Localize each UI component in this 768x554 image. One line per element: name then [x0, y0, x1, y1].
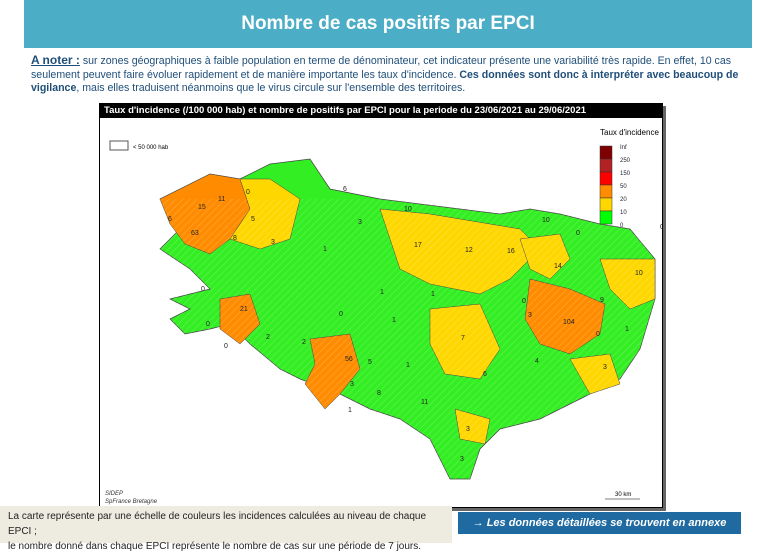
- epci-count-label: 1: [348, 407, 352, 414]
- epci-count-label: 3: [271, 239, 275, 246]
- epci-count-label: 0: [576, 230, 580, 237]
- epci-count-label: 11: [218, 196, 225, 203]
- note-label: A noter :: [31, 53, 80, 67]
- epci-count-label: 1: [431, 291, 435, 298]
- epci-count-label: 10: [542, 217, 550, 224]
- legend: Taux d'incidence Inf 250 150 50 20 10 0: [599, 128, 659, 229]
- epci-count-label: 5: [251, 216, 255, 223]
- caption-line-2: le nombre donné dans chaque EPCI représe…: [8, 541, 422, 552]
- epci-count-label: 0: [224, 343, 228, 350]
- annex-link-button[interactable]: → Les données détaillées se trouvent en …: [458, 512, 741, 534]
- legend-label: 20: [620, 197, 627, 203]
- map-source: SIDEP: [105, 491, 123, 497]
- map-figure: Taux d'incidence (/100 000 hab) et nombr…: [99, 103, 663, 508]
- epci-count-label: 4: [535, 358, 539, 365]
- epci-count-label: 0: [660, 224, 662, 231]
- epci-count-label: 63: [191, 230, 199, 237]
- legend-swatch: [599, 145, 613, 160]
- epci-count-label: 10: [635, 270, 643, 277]
- page-title: Nombre de cas positifs par EPCI: [24, 0, 752, 48]
- epci-count-label: 8: [233, 235, 237, 242]
- epci-count-label: 3: [460, 456, 464, 463]
- legend-swatch: [599, 184, 613, 199]
- epci-count-label: 3: [466, 426, 470, 433]
- epci-count-label: 6: [168, 216, 172, 223]
- epci-count-label: 10: [404, 206, 412, 213]
- legend-label: 10: [620, 210, 627, 216]
- epci-count-label: 2: [266, 334, 270, 341]
- epci-count-label: 0: [522, 298, 526, 305]
- legend-label: 0: [620, 223, 624, 229]
- epci-count-label: 6: [343, 186, 347, 193]
- epci-count-label: 3: [350, 381, 354, 388]
- epci-count-label: 0: [246, 189, 250, 196]
- legend-label: 50: [620, 184, 627, 190]
- epci-count-label: 15: [198, 204, 206, 211]
- legend-label: 250: [620, 158, 631, 164]
- epci-count-label: 5: [368, 359, 372, 366]
- epci-count-label: 0: [206, 321, 210, 328]
- map-caption: La carte représente par une échelle de c…: [0, 506, 452, 552]
- legend-label: Inf: [620, 145, 627, 151]
- hatch-legend-swatch: [109, 140, 129, 151]
- hatch-legend-label: < 50 000 hab: [133, 145, 169, 151]
- epci-count-label: 3: [358, 219, 362, 226]
- note-text-2: , mais elles traduisent néanmoins que le…: [76, 82, 466, 95]
- epci-count-label: 56: [345, 356, 353, 363]
- epci-count-label: 17: [414, 242, 422, 249]
- epci-count-label: 8: [377, 390, 381, 397]
- epci-count-label: 1: [625, 326, 629, 333]
- caption-line-1: La carte représente par une échelle de c…: [8, 511, 427, 537]
- epci-count-label: 2: [302, 339, 306, 346]
- epci-count-label: 21: [240, 306, 248, 313]
- legend-swatch: [599, 171, 613, 186]
- legend-swatch: [599, 197, 613, 212]
- epci-count-label: 11: [421, 399, 428, 406]
- map-title: Taux d'incidence (/100 000 hab) et nombr…: [100, 104, 662, 118]
- epci-count-label: 3: [528, 312, 532, 319]
- epci-count-label: 1: [380, 289, 384, 296]
- epci-count-label: 14: [554, 263, 562, 270]
- epci-count-label: 1: [406, 362, 410, 369]
- epci-count-label: 9: [600, 297, 604, 304]
- legend-swatch: [599, 158, 613, 173]
- scale-bar-label: 30 km: [615, 492, 631, 498]
- epci-count-label: 0: [596, 331, 600, 338]
- legend-title: Taux d'incidence: [600, 128, 659, 137]
- epci-count-label: 6: [483, 371, 487, 378]
- epci-count-label: 7: [461, 335, 465, 342]
- note-bold: Ces données sont donc à interpréter avec…: [31, 68, 739, 95]
- epci-count-label: 0: [339, 311, 343, 318]
- epci-count-label: 1: [323, 246, 327, 253]
- epci-count-label: 12: [465, 247, 473, 254]
- brittany-map: [159, 158, 656, 480]
- epci-count-label: 0: [201, 286, 205, 293]
- epci-count-label: 1: [392, 317, 396, 324]
- legend-swatch: [599, 210, 613, 225]
- note-text-1: sur zones géographiques à faible populat…: [31, 55, 732, 81]
- epci-count-label: 3: [603, 364, 607, 371]
- note-text: A noter : sur zones géographiques à faib…: [31, 53, 749, 96]
- epci-count-label: 104: [563, 319, 575, 326]
- legend-label: 150: [620, 171, 631, 177]
- epci-count-label: 16: [507, 248, 515, 255]
- map-source-2: SpFrance Bretagne: [105, 499, 158, 505]
